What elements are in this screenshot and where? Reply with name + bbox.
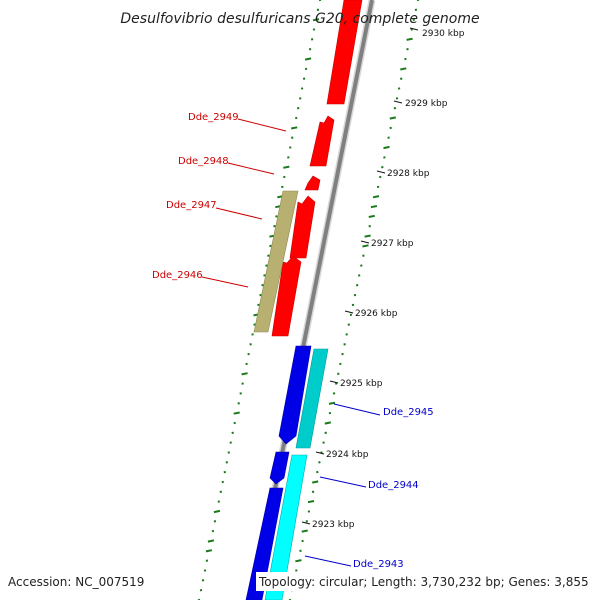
gene-label-dde-2948[interactable]: Dde_2948 [178,156,229,167]
feature-olive [253,190,299,333]
gc-dot [372,195,380,199]
reverse-other-track [253,190,299,333]
gc-dot [307,500,315,504]
gc-dot [370,205,378,209]
gene-label-dde-2943[interactable]: Dde_2943 [353,559,404,570]
gc-dot [283,165,290,169]
gene-label-dde-2947[interactable]: Dde_2947 [166,200,217,211]
topology-background [256,572,592,591]
tick-label-2930: 2930 kbp [422,29,465,39]
cds-dde-2948[interactable] [304,175,321,191]
gc-dot [368,214,375,218]
gc-dot [312,480,319,484]
cds-dde-2945[interactable] [278,345,312,445]
gc-dot [295,559,302,563]
cds-dde-2949[interactable] [309,115,335,167]
feature-cyan-lower [264,454,308,600]
tick-label-2926: 2926 kbp [355,309,398,319]
topology-text: Topology: circular; Length: 3,730,232 bp… [258,575,589,589]
gc-dot [241,372,248,376]
gene-label-dde-2949[interactable]: Dde_2949 [188,112,239,123]
gc-dot [312,18,320,22]
forward-gene-labels: Dde_2945 Dde_2944 Dde_2943 [304,403,434,570]
gc-dot [328,401,336,405]
gc-dot [291,126,298,130]
cds-dde-2943[interactable] [245,487,284,600]
gene-label-dde-2944[interactable]: Dde_2944 [368,480,419,491]
forward-other-track [264,348,329,600]
reverse-cds-track [271,0,363,337]
tick-label-2925: 2925 kbp [340,379,383,389]
accession-text: Accession: NC_007519 [8,575,144,589]
gene-label-dde-2945[interactable]: Dde_2945 [383,407,434,418]
gc-dot [406,37,413,41]
tick-label-2927: 2927 kbp [371,239,414,249]
gc-dot [383,145,390,150]
gc-dots-outer [288,0,420,600]
gc-dot [400,67,407,71]
gc-dot [233,411,240,415]
cds-block-top [326,0,363,105]
gc-dot [324,421,331,425]
reverse-gene-labels: Dde_2949 Dde_2948 Dde_2947 Dde_2946 [152,112,287,288]
gene-label-dde-2946[interactable]: Dde_2946 [152,270,203,281]
feature-cyan-upper [295,348,329,449]
gc-dot [301,529,308,533]
tick-label-2929: 2929 kbp [405,99,448,109]
cds-dde-2944[interactable] [269,451,290,485]
tick-marks [301,27,419,525]
cds-dde-2947[interactable] [289,195,316,259]
tick-label-2924: 2924 kbp [326,450,369,460]
tick-label-2923: 2923 kbp [312,520,355,530]
forward-cds-track [245,345,312,600]
tick-label-2928: 2928 kbp [387,169,430,179]
map-title: Desulfovibrio desulfuricans G20, complet… [120,11,479,27]
gc-dot [207,539,215,543]
tick-labels: 2930 kbp 2929 kbp 2928 kbp 2927 kbp 2926… [312,29,465,530]
gc-dot [304,57,312,61]
gc-dot [205,549,213,553]
gc-dot [389,116,396,120]
gc-dot [362,244,369,248]
gc-dots-inner [197,0,322,600]
gc-dot [213,509,221,514]
gc-dot [364,234,371,238]
